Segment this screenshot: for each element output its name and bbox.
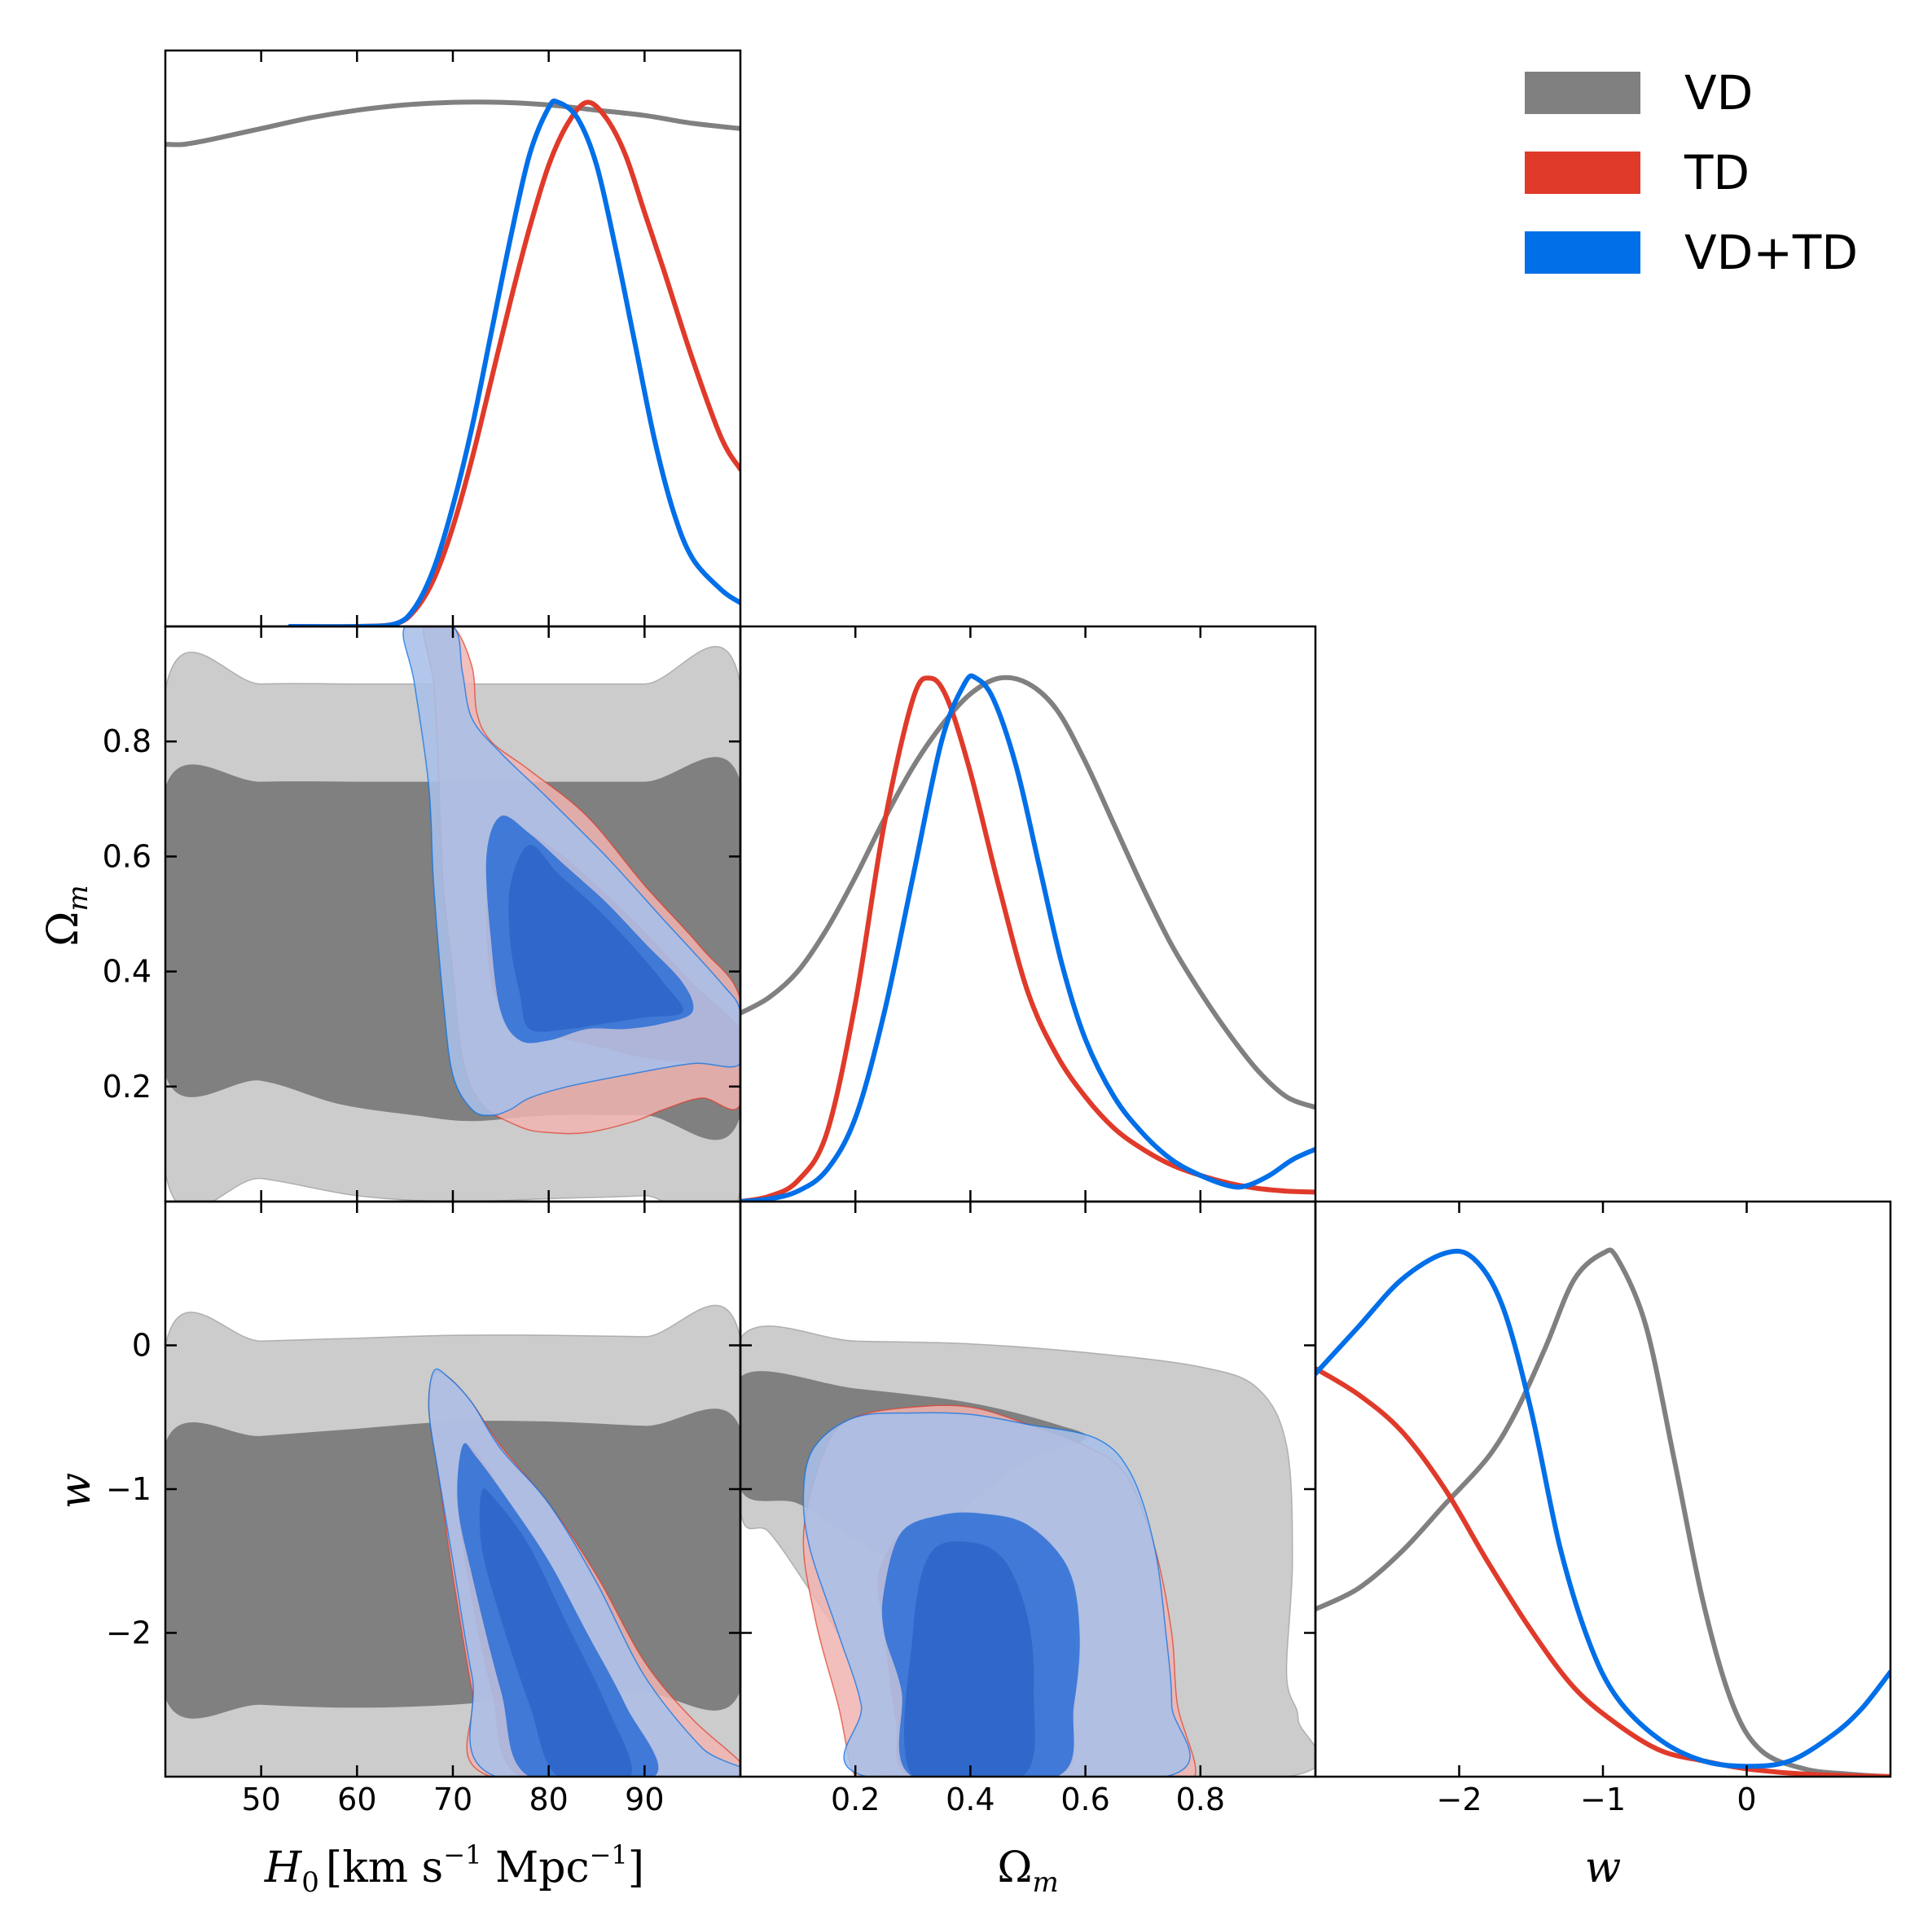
y-axis-title-om: Ωm [39,885,94,946]
x-tick-label-h0: 60 [337,1782,376,1817]
y-tick-label-w: 0 [132,1328,151,1364]
contour-vd-td-core [479,1488,632,1777]
x-tick-label-om: 0.2 [831,1782,880,1817]
contour-panel-h0-om [165,626,740,1202]
axis-labels: H0 [km s−1 Mpc−1] Ωm w Ωm w [39,885,1621,1899]
legend-label-td: TD [1684,145,1750,200]
legend-label-vd: VD [1684,65,1753,121]
marginal-curve-vd [740,674,1315,1110]
contour-vd-td-core [904,1541,1035,1777]
legend-label-vd-td: VD+TD [1684,225,1858,280]
y-axis-title-w: w [51,1473,100,1509]
x-tick-label-w: −2 [1436,1782,1482,1817]
contour-panel-h0-w [165,1304,740,1777]
marginal-curve-vd-td [288,98,740,626]
legend-swatch-td [1525,152,1640,194]
x-tick-label-w: −1 [1580,1782,1626,1817]
x-tick-label-w: 0 [1737,1782,1756,1817]
marginal-curve-vd [1315,1247,1890,1777]
x-axis-title-w: w [1585,1843,1622,1892]
x-tick-label-h0: 50 [241,1782,280,1817]
x-tick-label-h0: 90 [625,1782,664,1817]
legend-swatch-vd [1525,72,1640,114]
x-axis-title-h0: H0 [km s−1 Mpc−1] [264,1839,644,1899]
x-tick-label-h0: 80 [529,1782,568,1817]
x-tick-label-om: 0.8 [1176,1782,1225,1817]
y-tick-label-w: −2 [106,1615,151,1651]
marginal-curve-td [1315,1365,1890,1777]
panels [165,98,1890,1777]
marginal-panel-w [1315,1247,1890,1777]
x-tick-label-h0: 70 [433,1782,472,1817]
ticks: 50 60 70 80 90 0.2 0.4 0.6 0.8 −2 −1 0 0.2 0.4 0.6 0.8 −… [103,51,1757,1817]
y-tick-label-om: 0.4 [103,954,151,990]
marginal-panel-om [740,673,1315,1202]
contour-vd-td-core [508,845,683,1032]
y-tick-label-om: 0.8 [103,723,151,759]
y-tick-label-om: 0.2 [103,1069,151,1105]
marginal-curve-vd [165,99,740,147]
contour-panel-om-w [740,1325,1315,1777]
x-axis-title-om: Ωm [997,1843,1058,1899]
x-tick-label-om: 0.4 [946,1782,995,1817]
x-tick-label-om: 0.6 [1060,1782,1109,1817]
legend: VD TD VD+TD [1525,65,1858,280]
marginal-curve-vd-td [1315,1248,1890,1769]
marginal-curve-vd-td [740,673,1315,1202]
marginal-panel-h0 [165,98,740,626]
y-tick-label-om: 0.6 [103,838,151,874]
y-tick-label-w: −1 [106,1471,151,1507]
legend-swatch-vd-td [1525,231,1640,274]
